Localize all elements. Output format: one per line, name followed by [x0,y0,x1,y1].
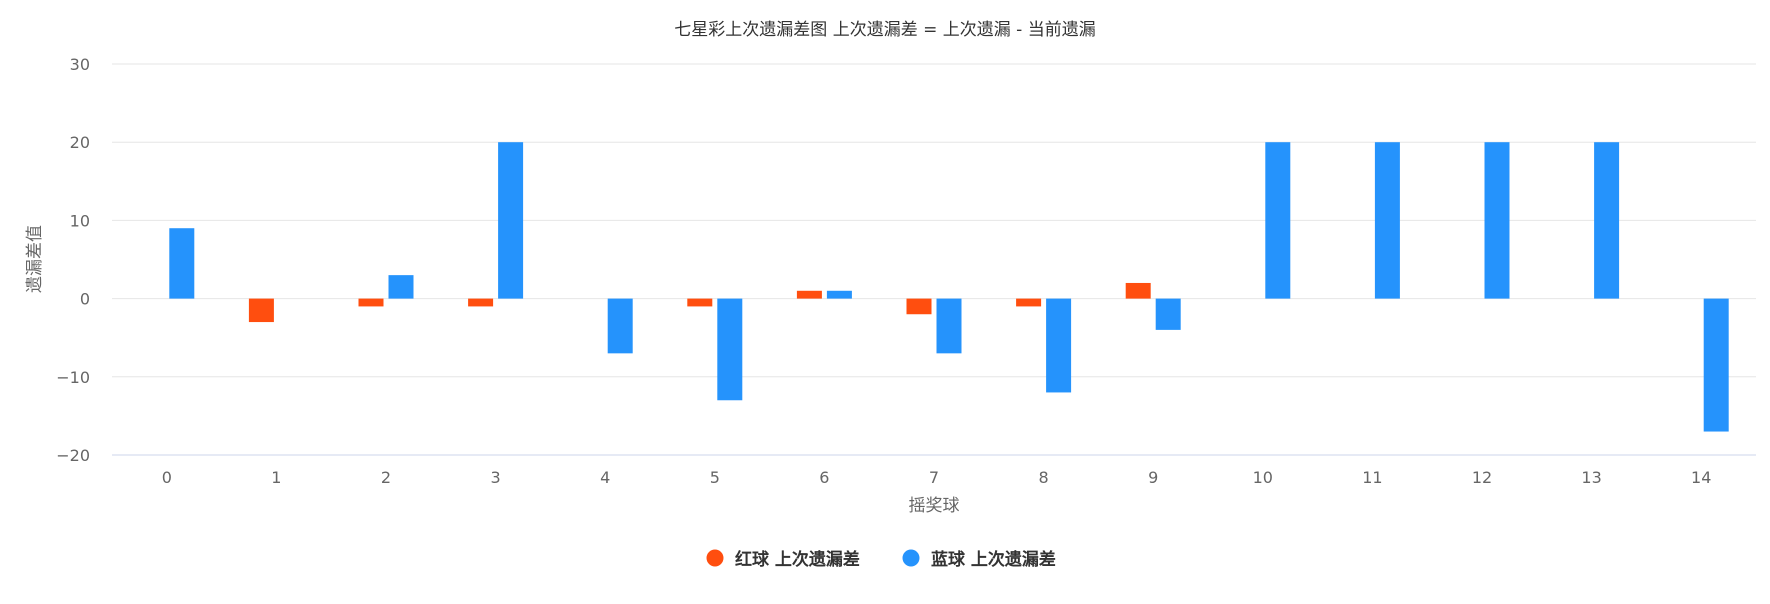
bar[interactable] [388,275,414,299]
x-tick-label: 0 [162,468,172,487]
y-tick-label: 30 [70,55,90,74]
x-axis-title: 摇奖球 [909,496,960,516]
bar[interactable] [1594,142,1620,299]
y-axis-tick-labels: 30 20 10 0 −10 −20 [56,55,90,465]
legend-item[interactable]: 红球 上次遗漏差 [706,549,860,570]
bar[interactable] [1374,142,1400,299]
x-tick-label: 2 [381,468,391,487]
bar[interactable] [607,298,633,354]
bar[interactable] [1265,142,1291,299]
y-tick-label: −10 [56,368,90,387]
x-tick-label: 14 [1691,468,1711,487]
x-tick-label: 12 [1472,468,1492,487]
x-tick-label: 7 [929,468,939,487]
legend[interactable]: 红球 上次遗漏差 蓝球 上次遗漏差 [706,549,1056,570]
x-tick-label: 8 [1039,468,1049,487]
x-tick-label: 13 [1581,468,1601,487]
y-tick-label: 0 [80,290,90,309]
bar[interactable] [1016,298,1042,307]
x-tick-label: 10 [1253,468,1273,487]
bar[interactable] [826,290,852,299]
x-axis-tick-labels: 0 1 2 3 4 5 6 7 8 9 10 11 12 13 14 [162,468,1712,487]
x-tick-label: 11 [1362,468,1382,487]
x-tick-label: 5 [710,468,720,487]
legend-marker [902,549,920,567]
bar[interactable] [498,142,524,299]
y-tick-label: 20 [70,133,90,152]
y-tick-label: 10 [70,211,90,230]
bar[interactable] [687,298,713,307]
chart-title: 七星彩上次遗漏差图 上次遗漏差 = 上次遗漏 - 当前遗漏 [674,20,1095,40]
bar[interactable] [1155,298,1181,330]
y-axis-title: 遗漏差值 [25,225,45,293]
bar[interactable] [358,298,384,307]
bar[interactable] [1703,298,1729,432]
x-tick-label: 1 [271,468,281,487]
legend-marker [706,549,724,567]
bar[interactable] [1484,142,1510,299]
bar[interactable] [936,298,962,354]
bar[interactable] [796,290,822,299]
legend-item[interactable]: 蓝球 上次遗漏差 [902,549,1056,570]
x-tick-label: 3 [491,468,501,487]
bar[interactable] [169,228,195,299]
bar[interactable] [717,298,743,401]
y-tick-label: −20 [56,446,90,465]
bar[interactable] [1125,282,1151,299]
bar[interactable] [1046,298,1072,393]
x-tick-label: 6 [819,468,829,487]
legend-label: 蓝球 上次遗漏差 [931,549,1056,570]
x-tick-label: 9 [1148,468,1158,487]
bar[interactable] [468,298,494,307]
bar[interactable] [906,298,932,315]
bar[interactable] [248,298,274,323]
legend-label: 红球 上次遗漏差 [735,549,860,570]
bars [169,142,1729,432]
grid-lines [112,63,1756,456]
x-tick-label: 4 [600,468,610,487]
